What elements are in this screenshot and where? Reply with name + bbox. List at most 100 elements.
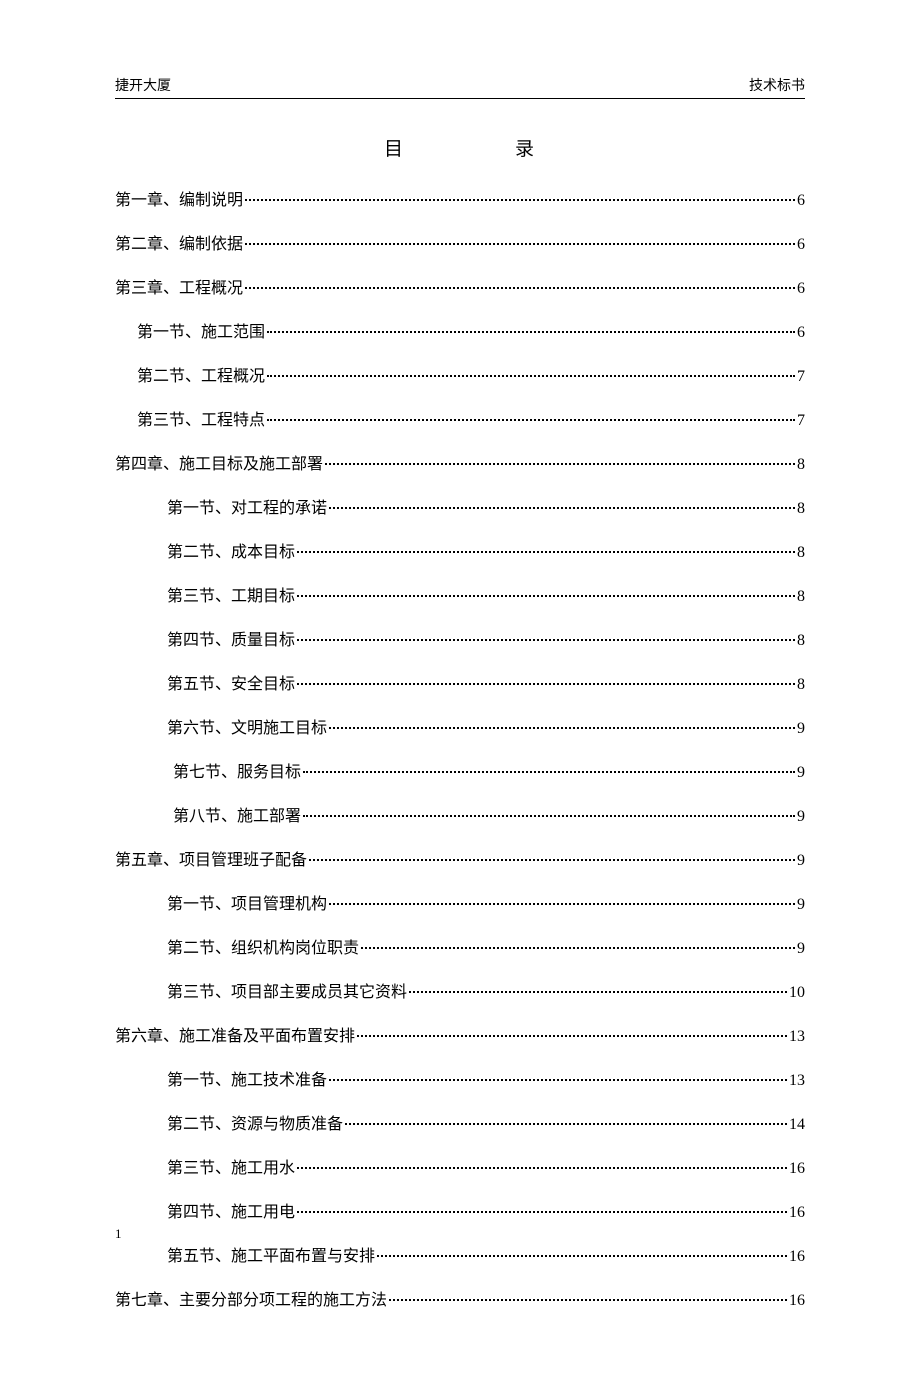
toc-entry-label: 第六章、施工准备及平面布置安排 — [115, 1025, 355, 1049]
toc-entry-label: 第二章、编制依据 — [115, 233, 243, 257]
toc-entry-label: 第八节、施工部署 — [173, 805, 301, 829]
toc-leader-dots — [245, 243, 795, 245]
toc-entry-label: 第一节、对工程的承诺 — [167, 497, 327, 521]
page-number: 1 — [115, 1226, 122, 1241]
toc-entry: 第六章、施工准备及平面布置安排 13 — [115, 1025, 805, 1049]
toc-leader-dots — [329, 903, 795, 905]
toc-title: 目录 — [115, 134, 805, 161]
toc-entry-label: 第二节、资源与物质准备 — [167, 1113, 343, 1137]
toc-leader-dots — [345, 1123, 787, 1125]
toc-leader-dots — [377, 1255, 787, 1257]
toc-entry-page: 9 — [797, 937, 805, 961]
toc-entry-page: 13 — [789, 1025, 805, 1049]
toc-entry-page: 6 — [797, 321, 805, 345]
toc-entry: 第五节、安全目标 8 — [115, 673, 805, 697]
toc-leader-dots — [267, 419, 795, 421]
toc-entry-label: 第一节、项目管理机构 — [167, 893, 327, 917]
toc-entry-page: 14 — [789, 1113, 805, 1137]
toc-entry-page: 9 — [797, 761, 805, 785]
header-right: 技术标书 — [749, 75, 805, 95]
toc-entry-label: 第二节、成本目标 — [167, 541, 295, 565]
toc-leader-dots — [245, 199, 795, 201]
toc-entry-label: 第三节、施工用水 — [167, 1157, 295, 1181]
toc-entry-page: 13 — [789, 1069, 805, 1093]
toc-entry-page: 7 — [797, 409, 805, 433]
toc-leader-dots — [361, 947, 795, 949]
toc-entry-label: 第三节、工期目标 — [167, 585, 295, 609]
toc-entry-page: 6 — [797, 189, 805, 213]
toc-entry: 第二节、资源与物质准备 14 — [115, 1113, 805, 1137]
toc-entry: 第二章、编制依据6 — [115, 233, 805, 257]
header-left: 捷开大厦 — [115, 75, 171, 95]
toc-entry: 第三节、工程特点 7 — [115, 409, 805, 433]
toc-entry: 第七章、主要分部分项工程的施工方法 16 — [115, 1289, 805, 1313]
toc-leader-dots — [325, 463, 795, 465]
toc-entry-label: 第四章、施工目标及施工部署 — [115, 453, 323, 477]
toc-entry-page: 8 — [797, 497, 805, 521]
title-char-2: 录 — [515, 139, 536, 160]
toc-entry: 第一节、对工程的承诺 8 — [115, 497, 805, 521]
toc-entry-label: 第二节、工程概况 — [137, 365, 265, 389]
toc-entry-page: 16 — [789, 1289, 805, 1313]
toc-entry-label: 第二节、组织机构岗位职责 — [167, 937, 359, 961]
toc-entry-page: 16 — [789, 1201, 805, 1225]
toc-entry: 第四节、质量目标 8 — [115, 629, 805, 653]
toc-container: 第一章、编制说明6 第二章、编制依据6 第三章、工程概况 6 第一节、施工范围 6 第二节、… — [115, 189, 805, 1313]
toc-entry: 第七节、服务目标 9 — [115, 761, 805, 785]
toc-entry-label: 第三节、工程特点 — [137, 409, 265, 433]
toc-leader-dots — [267, 375, 795, 377]
toc-leader-dots — [309, 859, 795, 861]
toc-leader-dots — [329, 1079, 787, 1081]
toc-entry-page: 16 — [789, 1245, 805, 1269]
toc-entry-label: 第五章、项目管理班子配备 — [115, 849, 307, 873]
toc-entry: 第一节、项目管理机构 9 — [115, 893, 805, 917]
toc-entry: 第六节、文明施工目标 9 — [115, 717, 805, 741]
toc-leader-dots — [409, 991, 787, 993]
toc-entry-page: 9 — [797, 893, 805, 917]
toc-entry: 第四节、施工用电16 — [115, 1201, 805, 1225]
toc-entry: 第三节、项目部主要成员其它资料 10 — [115, 981, 805, 1005]
toc-leader-dots — [329, 727, 795, 729]
toc-entry-label: 第五节、安全目标 — [167, 673, 295, 697]
page-footer: 1 — [115, 1226, 122, 1242]
toc-entry: 第五章、项目管理班子配备 9 — [115, 849, 805, 873]
toc-entry-label: 第四节、质量目标 — [167, 629, 295, 653]
toc-leader-dots — [303, 771, 795, 773]
toc-entry-page: 9 — [797, 849, 805, 873]
toc-entry: 第五节、施工平面布置与安排16 — [115, 1245, 805, 1269]
toc-entry: 第四章、施工目标及施工部署 8 — [115, 453, 805, 477]
toc-entry-page: 9 — [797, 805, 805, 829]
toc-entry-label: 第一节、施工范围 — [137, 321, 265, 345]
toc-leader-dots — [297, 639, 795, 641]
toc-leader-dots — [297, 1211, 787, 1213]
title-char-1: 目 — [384, 139, 405, 160]
toc-leader-dots — [297, 595, 795, 597]
toc-leader-dots — [297, 1167, 787, 1169]
toc-entry: 第三节、工期目标 8 — [115, 585, 805, 609]
toc-leader-dots — [329, 507, 795, 509]
toc-entry: 第一章、编制说明6 — [115, 189, 805, 213]
toc-entry-label: 第三章、工程概况 — [115, 277, 243, 301]
toc-entry-page: 7 — [797, 365, 805, 389]
toc-leader-dots — [297, 551, 795, 553]
toc-entry-label: 第一节、施工技术准备 — [167, 1069, 327, 1093]
toc-entry: 第二节、组织机构岗位职责 9 — [115, 937, 805, 961]
toc-entry-page: 8 — [797, 673, 805, 697]
toc-entry: 第一节、施工范围 6 — [115, 321, 805, 345]
toc-entry-label: 第七章、主要分部分项工程的施工方法 — [115, 1289, 387, 1313]
toc-entry-page: 10 — [789, 981, 805, 1005]
toc-entry-page: 8 — [797, 629, 805, 653]
toc-entry-page: 8 — [797, 453, 805, 477]
toc-entry: 第一节、施工技术准备 13 — [115, 1069, 805, 1093]
toc-entry: 第二节、成本目标8 — [115, 541, 805, 565]
toc-entry: 第二节、工程概况 7 — [115, 365, 805, 389]
document-page: 捷开大厦 技术标书 目录 第一章、编制说明6第二章、编制依据6第三章、工程概况6… — [0, 0, 920, 1383]
toc-entry-page: 9 — [797, 717, 805, 741]
toc-entry-label: 第三节、项目部主要成员其它资料 — [167, 981, 407, 1005]
toc-entry-page: 8 — [797, 585, 805, 609]
toc-entry: 第八节、施工部署 9 — [115, 805, 805, 829]
toc-leader-dots — [245, 287, 795, 289]
toc-leader-dots — [297, 683, 795, 685]
toc-entry-label: 第六节、文明施工目标 — [167, 717, 327, 741]
toc-entry-label: 第七节、服务目标 — [173, 761, 301, 785]
